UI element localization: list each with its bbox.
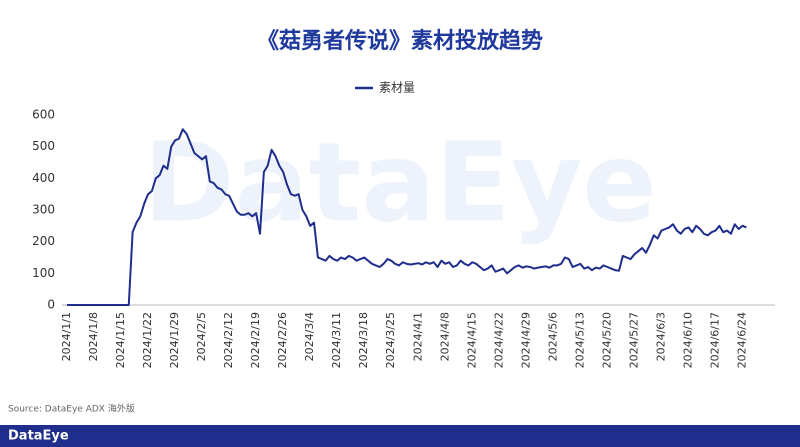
x-tick-label: 2024/6/24 bbox=[736, 312, 749, 368]
x-tick-label: 2024/5/6 bbox=[546, 312, 559, 361]
x-tick-label: 2024/4/29 bbox=[519, 312, 532, 368]
x-tick-label: 2024/2/12 bbox=[222, 312, 235, 368]
y-tick-label: 400 bbox=[32, 171, 55, 185]
x-tick-label: 2024/1/22 bbox=[141, 312, 154, 368]
x-tick-label: 2024/6/17 bbox=[708, 312, 721, 368]
x-tick-label: 2024/4/8 bbox=[438, 312, 451, 361]
x-tick-label: 2024/4/15 bbox=[465, 312, 478, 368]
x-tick-label: 2024/5/13 bbox=[573, 312, 586, 368]
x-tick-label: 2024/3/25 bbox=[384, 312, 397, 368]
x-tick-label: 2024/5/27 bbox=[627, 312, 640, 368]
y-tick-label: 300 bbox=[32, 203, 55, 217]
x-tick-label: 2024/3/4 bbox=[303, 312, 316, 361]
x-tick-label: 2024/1/8 bbox=[87, 312, 100, 361]
x-tick-label: 2024/3/11 bbox=[330, 312, 343, 368]
chart-title: 《菇勇者传说》素材投放趋势 bbox=[257, 28, 543, 54]
x-tick-label: 2024/1/29 bbox=[168, 312, 181, 368]
source: Source: DataEye ADX 海外版 bbox=[8, 403, 135, 415]
x-tick-label: 2024/3/18 bbox=[357, 312, 370, 368]
footer-bar bbox=[0, 425, 800, 447]
x-tick-label: 2024/6/10 bbox=[681, 312, 694, 368]
x-tick-label: 2024/6/3 bbox=[654, 312, 667, 361]
y-tick-label: 0 bbox=[47, 298, 55, 312]
legend-label: 素材量 bbox=[379, 81, 415, 95]
y-tick-label: 500 bbox=[32, 139, 55, 153]
x-tick-label: 2024/4/22 bbox=[492, 312, 505, 368]
watermark: DataEye bbox=[143, 118, 657, 246]
x-tick-label: 2024/2/26 bbox=[276, 312, 289, 368]
x-tick-label: 2024/2/19 bbox=[249, 312, 262, 368]
x-tick-label: 2024/5/20 bbox=[600, 312, 613, 368]
x-tick-label: 2024/1/15 bbox=[114, 312, 127, 368]
line bbox=[67, 128, 747, 306]
x-tick-label: 2024/1/1 bbox=[60, 312, 73, 361]
y-tick-label: 200 bbox=[32, 234, 55, 248]
x-tick-label: 2024/2/5 bbox=[195, 312, 208, 361]
x-tick-label: 2024/4/1 bbox=[411, 312, 424, 361]
footer-logo: DataEye bbox=[8, 429, 69, 444]
y-tick-label: 600 bbox=[32, 108, 55, 122]
y-tick-label: 100 bbox=[32, 266, 55, 280]
